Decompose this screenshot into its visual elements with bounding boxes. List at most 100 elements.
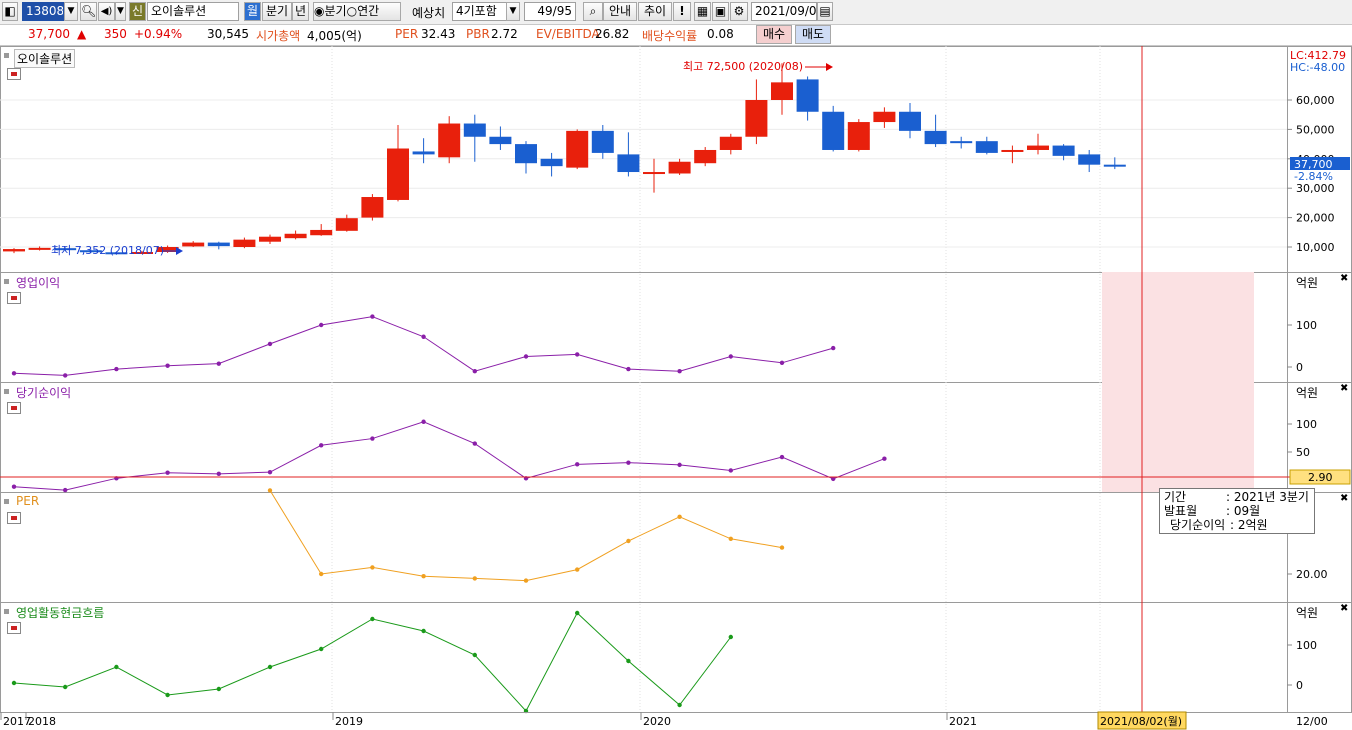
sub-tick-label: 20.00 [1296, 568, 1328, 581]
cursor-date-box [1097, 711, 1187, 730]
per-point [267, 488, 273, 493]
candle-body [182, 242, 205, 247]
search-icon[interactable]: 🔍︎ [80, 2, 97, 21]
pane-handle-icon[interactable] [4, 499, 9, 504]
net-income-point [165, 470, 170, 475]
buy-button[interactable]: 매수 [756, 25, 792, 44]
estimate-dropdown-icon[interactable]: ▼ [506, 2, 520, 21]
per-label: PER [395, 27, 419, 41]
speaker-icon[interactable]: ◀) [98, 2, 115, 21]
op-income-unit: 억원 [1296, 276, 1319, 290]
speaker-dropdown-icon[interactable]: ▼ [115, 2, 126, 21]
candle-body [847, 122, 870, 150]
cashflow-point [421, 628, 426, 634]
cashflow-point [626, 658, 631, 664]
paging-field: 49/95 [524, 2, 576, 21]
net-income-unit: 억원 [1296, 386, 1319, 400]
price-tick-label: 60,000 [1296, 94, 1335, 107]
candle-body [950, 141, 973, 144]
op-income-point [62, 373, 68, 378]
close-icon[interactable]: ✖ [1340, 493, 1349, 504]
estimate-select[interactable]: 4기포함 [452, 2, 507, 21]
cashflow-settings-icon[interactable] [7, 622, 21, 634]
calendar-icon[interactable]: ▤ [817, 2, 833, 21]
date-field[interactable]: 2021/09/01 [751, 2, 817, 21]
chart-area[interactable]: 최고 72,500 (2020/08) 최저 7,352 (2018/07) 6… [0, 46, 1352, 730]
window-icon[interactable]: ◧ [2, 2, 18, 21]
candle-body [1052, 145, 1075, 156]
op-income-settings-icon[interactable] [7, 292, 21, 304]
close-icon[interactable]: ✖ [1340, 383, 1349, 394]
pane-handle-icon[interactable] [4, 389, 9, 394]
pane-handle-icon[interactable] [4, 279, 9, 284]
guide-button[interactable]: 안내 [603, 2, 637, 21]
alert-button[interactable]: ! [673, 2, 691, 21]
period-highlight [1102, 272, 1254, 492]
cashflow-point [575, 610, 580, 616]
net-income-title: 당기순이익 [16, 386, 72, 400]
net-income-settings-icon[interactable] [7, 402, 21, 414]
trend-button[interactable]: 추이 [638, 2, 672, 21]
per-settings-icon[interactable] [7, 512, 21, 524]
new-listing-badge: 신 [129, 2, 146, 21]
close-icon[interactable]: ✖ [1340, 273, 1349, 284]
candle-body [310, 229, 333, 236]
x-tick-label: 2019 [335, 715, 363, 728]
op-income-point [319, 322, 324, 328]
net-income-point [779, 454, 785, 460]
net-income-line [13, 421, 885, 491]
per-point [728, 536, 733, 541]
candle-body [28, 247, 51, 250]
per-line [269, 490, 783, 582]
tooltip-period-value: : 2021년 3분기 [1226, 490, 1309, 504]
gear-icon[interactable]: ⚙ [730, 2, 748, 21]
sub-tick-label: 50 [1296, 446, 1310, 459]
price-settings-icon[interactable] [7, 68, 21, 80]
candle-body [899, 111, 921, 131]
candle-body [873, 111, 896, 123]
candle-body [924, 130, 947, 145]
tooltip-row-month: 발표월: 09월 [1164, 504, 1310, 518]
candle-body [771, 82, 793, 100]
pane-handle-icon[interactable] [4, 53, 9, 58]
pane-handle-icon[interactable] [4, 609, 9, 614]
sell-button[interactable]: 매도 [795, 25, 831, 44]
cashflow-point [319, 646, 324, 652]
grid-icon[interactable]: ▦ [694, 2, 711, 21]
estimate-label: 예상치 [412, 6, 446, 20]
op-income-point [523, 354, 529, 359]
stock-code-input[interactable]: 138080 [22, 2, 64, 21]
candle-body [1078, 154, 1101, 165]
radio-annual-label: 연간 [357, 4, 380, 18]
grid-lines [0, 46, 1287, 712]
low-arrow-head [176, 247, 183, 255]
sub-tick-label: 100 [1296, 418, 1317, 431]
price-tick-label: 10,000 [1296, 241, 1335, 254]
close-icon[interactable]: ✖ [1340, 603, 1349, 614]
quarter-button[interactable]: 분기 [262, 2, 292, 21]
per-point [319, 571, 324, 577]
candle-body [745, 100, 768, 137]
stock-name-field[interactable]: 오이솔루션 [147, 2, 239, 21]
radio-quarter[interactable]: ◉ [314, 4, 325, 18]
cashflow-point [165, 692, 170, 698]
candle-body [796, 79, 819, 112]
pbr-value: 2.72 [491, 27, 518, 41]
period-month-badge[interactable]: 월 [244, 2, 261, 21]
per-point [626, 538, 631, 544]
per-point [421, 574, 426, 579]
x-tick-label: 2021 [949, 715, 977, 728]
hc-label: HC:-48.00 [1290, 61, 1345, 74]
code-dropdown-icon[interactable]: ▼ [64, 2, 78, 21]
candle-body [361, 197, 384, 218]
candle-body [822, 111, 845, 150]
zoom-icon[interactable]: ⌕ [583, 2, 603, 21]
save-icon[interactable]: ▣ [712, 2, 729, 21]
year-button[interactable]: 년 [292, 2, 309, 21]
radio-annual[interactable]: ○ [346, 4, 358, 18]
net-income-point [728, 468, 733, 473]
cashflow-unit: 억원 [1296, 606, 1319, 620]
candle-body [105, 252, 128, 255]
candle-body [643, 172, 665, 175]
price-tick-label: 50,000 [1296, 123, 1335, 136]
